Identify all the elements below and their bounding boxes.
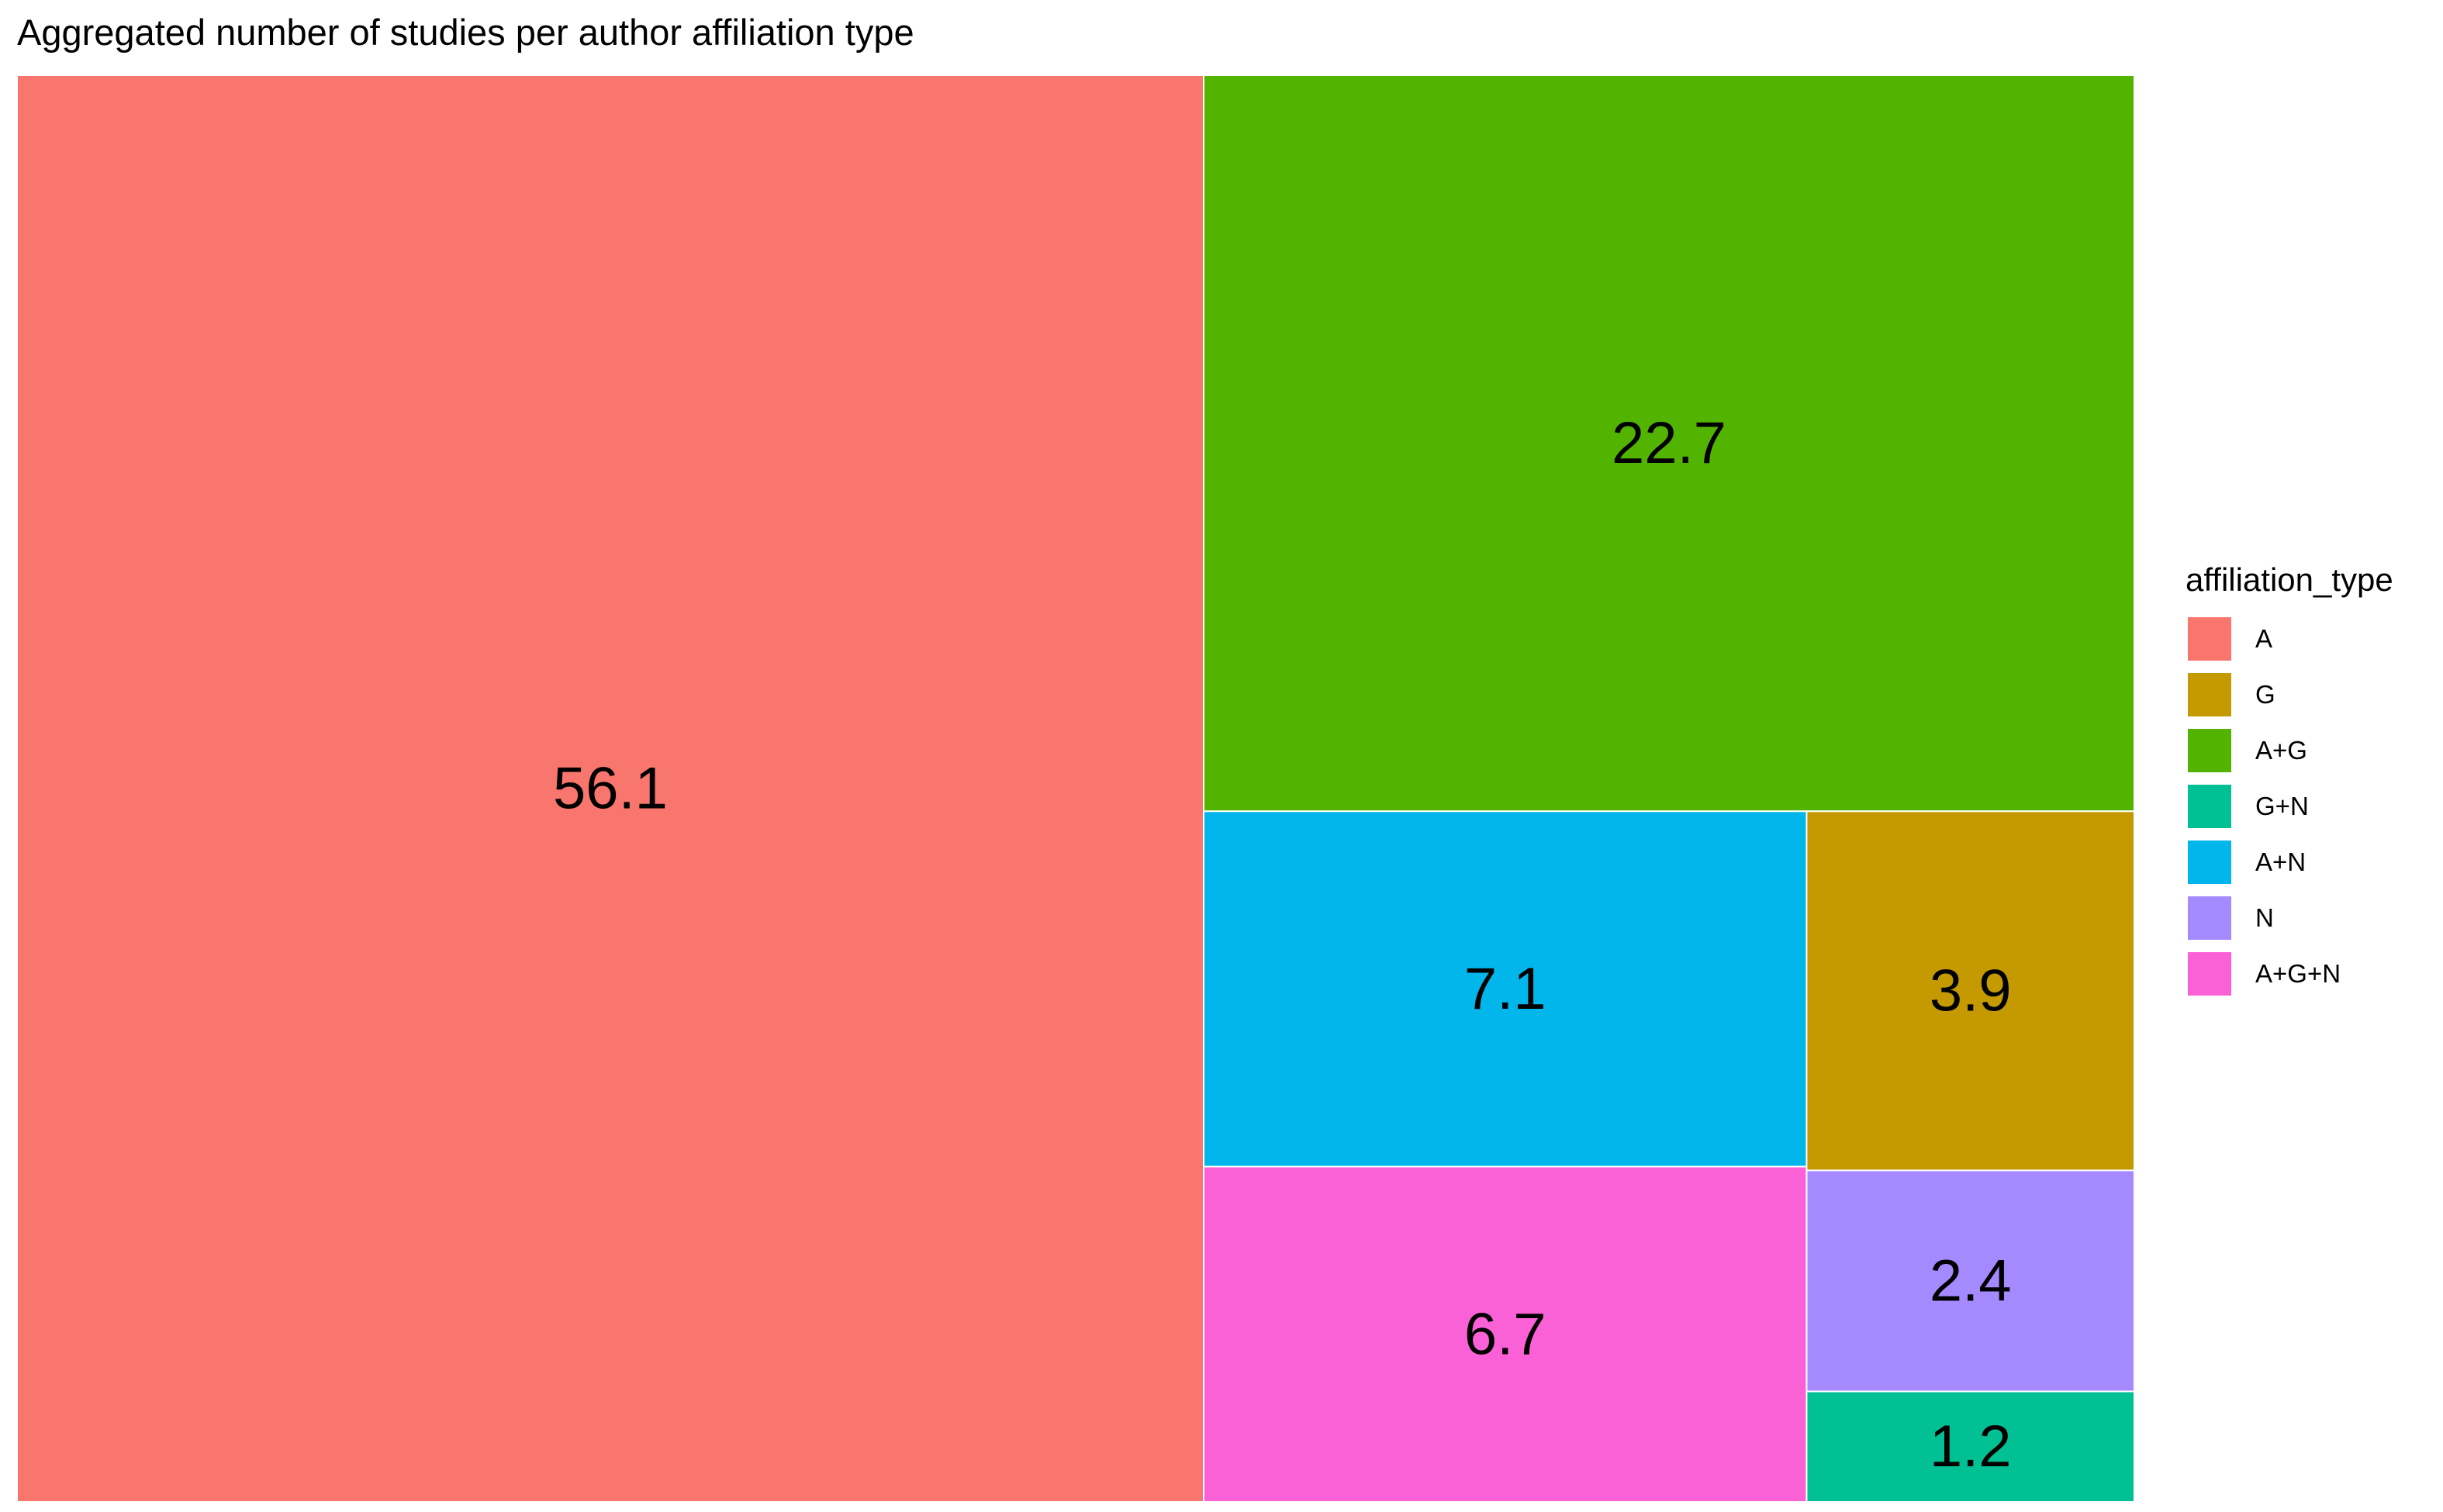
legend-item-a-g: A+G (2186, 723, 2393, 778)
legend-item-n: N (2186, 890, 2393, 946)
legend-items: A G A+G G+N A+N N A+G+N (2186, 611, 2393, 1002)
treemap-label-a-g-n: 6.7 (1464, 1301, 1546, 1367)
legend-swatch-g-n (2186, 782, 2234, 830)
legend-label-a-g-n: A+G+N (2255, 959, 2341, 988)
treemap-cell-g-n (1805, 1390, 2134, 1502)
legend-label-a: A (2255, 624, 2273, 653)
legend-label-a-g: A+G (2255, 736, 2307, 765)
treemap-cell-g (1805, 810, 2134, 1172)
legend: affiliation_type A G A+G G+N A+N N A+G+N (2186, 561, 2393, 1002)
treemap-label-g-n: 1.2 (1930, 1414, 2012, 1479)
legend-label-n: N (2255, 903, 2274, 932)
legend-item-a-n: A+N (2186, 834, 2393, 890)
legend-label-g: G (2255, 680, 2275, 709)
legend-item-a-g-n: A+G+N (2186, 946, 2393, 1002)
treemap-cell-n (1805, 1169, 2134, 1393)
treemap-label-n: 2.4 (1930, 1248, 2012, 1314)
treemap-cell-a (17, 75, 1204, 1502)
chart-title: Aggregated number of studies per author … (17, 12, 914, 53)
legend-swatch-a-n (2186, 838, 2234, 886)
legend-swatch-a-g-n (2186, 950, 2234, 998)
treemap-label-g: 3.9 (1930, 958, 2012, 1024)
legend-label-g-n: G+N (2255, 792, 2309, 820)
legend-item-g-n: G+N (2186, 778, 2393, 834)
legend-swatch-a-g (2186, 727, 2234, 775)
legend-swatch-g (2186, 671, 2234, 719)
legend-item-g: G (2186, 667, 2393, 723)
treemap-plot: 56.1 22.7 7.1 6.7 3.9 2.4 1.2 (17, 75, 2134, 1502)
treemap-label-a-n: 7.1 (1464, 956, 1546, 1022)
legend-label-a-n: A+N (2255, 847, 2307, 876)
treemap-label-a-g: 22.7 (1612, 410, 1726, 476)
legend-title: affiliation_type (2186, 561, 2393, 598)
treemap-label-a: 56.1 (553, 756, 668, 822)
treemap-cell-a-g-n (1203, 1165, 1808, 1502)
legend-item-a: A (2186, 611, 2393, 667)
treemap-cell-a-g (1203, 75, 2134, 813)
legend-swatch-a (2186, 615, 2234, 663)
legend-swatch-n (2186, 894, 2234, 942)
